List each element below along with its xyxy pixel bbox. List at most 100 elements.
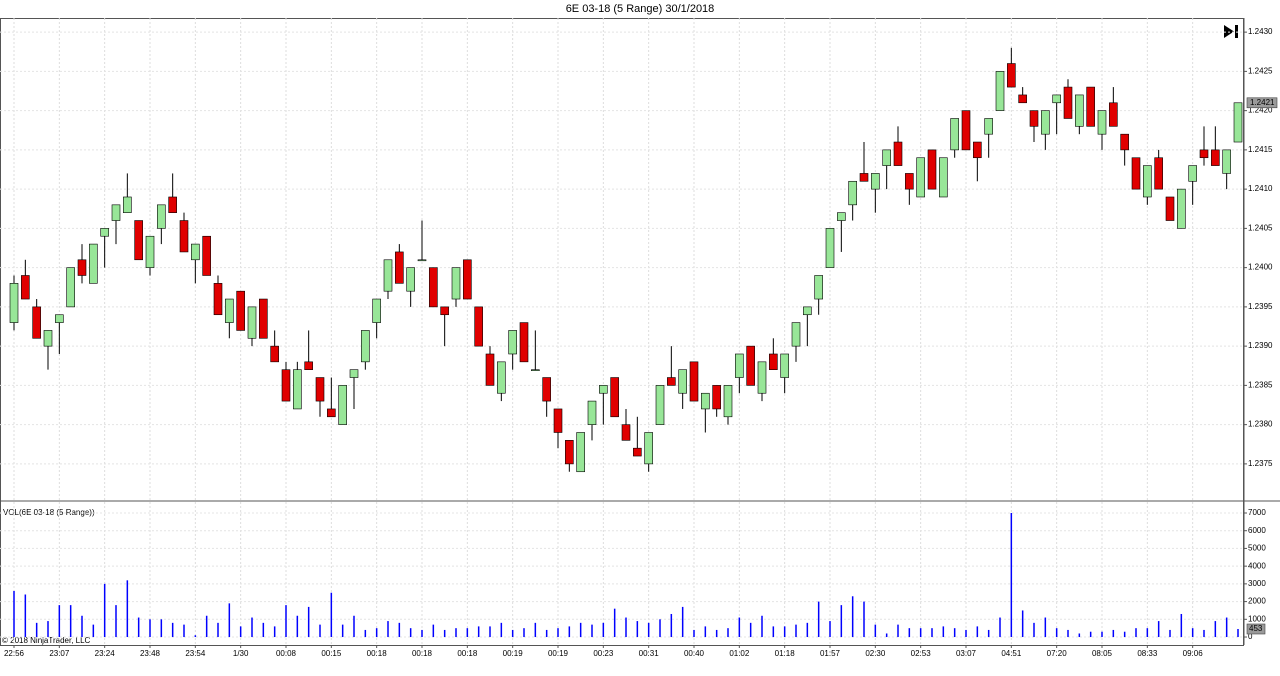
volume-bar xyxy=(1112,629,1115,638)
volume-bar xyxy=(897,624,899,638)
candle-body xyxy=(757,361,767,394)
volume-bar xyxy=(681,606,684,638)
volume-bar xyxy=(92,624,95,638)
candle-body xyxy=(1007,63,1016,88)
volume-bar xyxy=(1237,628,1239,638)
candle-body xyxy=(678,369,687,394)
copyright: © 2018 NinjaTrader, LLC xyxy=(2,636,91,645)
y-tick-label: 1.2415 xyxy=(1248,145,1273,154)
y-tick-label: 3000 xyxy=(1248,579,1266,588)
candle-body xyxy=(1063,86,1073,119)
x-tick-label: 00:08 xyxy=(276,649,297,658)
x-tick-label: 00:18 xyxy=(412,649,433,658)
volume-bar xyxy=(183,624,185,638)
x-tick-label: 23:54 xyxy=(185,649,206,658)
volume-bar xyxy=(851,596,854,638)
volume-bar xyxy=(466,628,469,638)
x-tick-label: 00:23 xyxy=(593,649,614,658)
volume-bar xyxy=(976,626,979,638)
candle-body xyxy=(417,259,427,262)
y-tick-label: 1.2400 xyxy=(1248,263,1273,272)
candle-body xyxy=(712,385,721,410)
candle-body xyxy=(882,149,891,166)
volume-bar xyxy=(647,622,650,638)
candle-body xyxy=(871,173,880,190)
volume-bar xyxy=(489,626,491,638)
volume-bar xyxy=(1180,613,1183,638)
candle-body xyxy=(304,361,313,370)
candle-body xyxy=(961,110,971,151)
volume-bar xyxy=(319,624,321,638)
candle-body xyxy=(338,385,347,425)
x-tick-label: 01:57 xyxy=(820,649,841,658)
candle-body xyxy=(1131,157,1141,190)
volume-bar xyxy=(387,621,389,638)
volume-bar xyxy=(591,624,593,638)
candle-body xyxy=(485,353,495,386)
candle-body xyxy=(281,369,291,402)
candle-body xyxy=(474,306,483,347)
candle-body xyxy=(21,275,30,300)
candle-body xyxy=(213,283,223,316)
x-tick-label: 23:48 xyxy=(140,649,161,658)
last-price-label: 1.2421 xyxy=(1250,98,1275,107)
candle-body xyxy=(1211,149,1220,166)
volume-bar xyxy=(908,628,911,638)
candle-body xyxy=(621,424,631,441)
candle-body xyxy=(202,235,211,276)
candle-body xyxy=(633,447,642,457)
volume-bar xyxy=(953,628,956,638)
volume-bar xyxy=(455,628,457,638)
volume-bar xyxy=(137,617,140,638)
candle-body xyxy=(916,157,925,198)
x-tick-label: 03:07 xyxy=(956,649,977,658)
candle-body xyxy=(429,267,438,308)
x-tick-label: 07:20 xyxy=(1047,649,1068,658)
candle-body xyxy=(610,377,619,418)
volume-bar xyxy=(160,619,163,638)
volume-bar xyxy=(806,622,809,638)
candle-body xyxy=(701,392,710,410)
volume-bar xyxy=(330,592,333,638)
volume-bar xyxy=(942,626,945,638)
x-tick-label: 01:18 xyxy=(775,649,796,658)
candle-body xyxy=(66,267,75,308)
end-icon[interactable] xyxy=(1235,25,1238,38)
candle-body xyxy=(179,220,189,253)
x-tick-label: 01:02 xyxy=(729,649,750,658)
y-tick-label: 1.2395 xyxy=(1248,302,1273,311)
volume-bar xyxy=(523,628,525,638)
candle-body xyxy=(1041,110,1050,135)
volume-bar xyxy=(772,626,775,638)
candle-body xyxy=(236,290,245,331)
jump-to-end-button[interactable] xyxy=(1224,25,1238,38)
volume-bar xyxy=(69,605,72,638)
volume-bar xyxy=(727,628,729,638)
volume-bar xyxy=(1191,628,1194,638)
volume-bar xyxy=(364,629,367,638)
volume-bar xyxy=(24,594,27,638)
candle-body xyxy=(587,400,597,425)
candle-body xyxy=(372,298,381,323)
volume-bar xyxy=(409,628,412,638)
volume-bar xyxy=(1203,629,1205,638)
volume-bar xyxy=(704,626,707,638)
candle-body xyxy=(973,141,982,159)
volume-bar xyxy=(1101,631,1103,638)
volume-bar xyxy=(795,624,797,638)
volume-bar xyxy=(126,580,129,638)
volume-bar xyxy=(738,617,741,638)
x-tick-label: 22:56 xyxy=(4,649,25,658)
y-tick-label: 1.2430 xyxy=(1248,27,1273,36)
candle-body xyxy=(9,283,19,323)
x-tick-label: 23:24 xyxy=(95,649,116,658)
volume-bar xyxy=(353,615,355,638)
play-icon[interactable] xyxy=(1224,25,1234,38)
candle-body xyxy=(735,353,744,378)
volume-bar xyxy=(999,617,1001,638)
volume-bar xyxy=(228,603,231,638)
candle-body xyxy=(259,298,268,339)
candle-body xyxy=(769,353,778,370)
volume-bar xyxy=(35,622,38,638)
candle-body xyxy=(576,432,585,473)
